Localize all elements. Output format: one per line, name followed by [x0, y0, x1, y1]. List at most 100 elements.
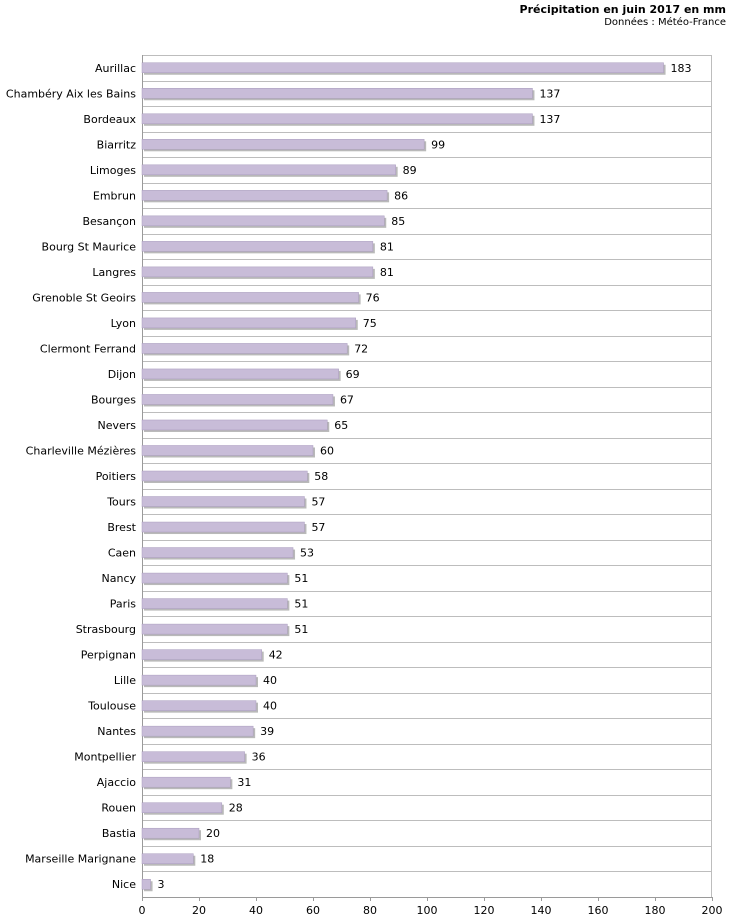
bar [141, 394, 334, 405]
category-label: Besançon [82, 215, 136, 228]
bar [141, 445, 314, 456]
category-label: Chambéry Aix les Bains [6, 87, 136, 100]
category-label: Montpellier [74, 751, 136, 764]
bar [141, 496, 305, 507]
data-label: 20 [206, 827, 220, 840]
data-label: 81 [380, 240, 394, 253]
category-label: Marseille Marignane [25, 853, 136, 866]
bar [141, 878, 151, 890]
bar [141, 547, 294, 558]
category-label: Tours [106, 496, 136, 509]
bar [141, 470, 308, 482]
category-label: Bastia [102, 827, 136, 840]
data-label: 67 [340, 393, 354, 406]
data-label: 85 [391, 215, 405, 228]
data-label: 36 [252, 751, 266, 764]
category-label: Grenoble St Geoirs [32, 291, 136, 304]
category-label: Lyon [111, 317, 136, 330]
bar [141, 802, 223, 813]
bar [141, 266, 374, 278]
category-label: Langres [92, 266, 136, 279]
data-label: 42 [269, 649, 283, 662]
bar [141, 343, 348, 354]
data-label: 51 [294, 598, 308, 611]
bar [141, 598, 288, 609]
category-label: Embrun [93, 189, 136, 202]
bar [141, 241, 374, 252]
x-tick-label: 140 [531, 904, 552, 917]
category-label: Perpignan [81, 649, 136, 662]
x-tick-label: 80 [363, 904, 377, 917]
bar [141, 853, 194, 864]
x-tick-label: 0 [139, 904, 146, 917]
category-label: Aurillac [95, 62, 136, 75]
bar [141, 521, 305, 533]
category-label: Nantes [97, 725, 136, 738]
x-tick-label: 120 [474, 904, 495, 917]
bar [141, 776, 231, 788]
data-label: 69 [346, 368, 360, 381]
category-label: Toulouse [87, 700, 136, 713]
data-label: 137 [539, 87, 560, 100]
x-tick-label: 100 [417, 904, 438, 917]
x-tick-label: 180 [645, 904, 666, 917]
bar [141, 368, 339, 380]
category-label: Clermont Ferrand [40, 342, 136, 355]
category-label: Nice [112, 878, 136, 891]
data-label: 53 [300, 547, 314, 560]
category-label: Ajaccio [97, 776, 136, 789]
category-label: Strasbourg [76, 623, 136, 636]
data-label: 40 [263, 674, 277, 687]
data-label: 89 [403, 164, 417, 177]
data-label: 183 [671, 62, 692, 75]
bar [141, 215, 385, 227]
category-label: Nevers [97, 419, 136, 432]
category-label: Rouen [101, 802, 136, 815]
bar [141, 674, 257, 686]
bar [141, 725, 254, 737]
category-label: Dijon [108, 368, 136, 381]
chart-title: Précipitation en juin 2017 en mm [519, 3, 726, 16]
bar [141, 700, 257, 711]
bar [141, 623, 288, 635]
x-tick-label: 20 [192, 904, 206, 917]
bar [141, 572, 288, 584]
category-label: Bordeaux [83, 113, 136, 126]
bar [141, 649, 262, 660]
data-label: 57 [311, 496, 325, 509]
bar [141, 292, 359, 303]
data-label: 137 [539, 113, 560, 126]
data-label: 75 [363, 317, 377, 330]
category-label: Bourg St Maurice [42, 240, 137, 253]
x-tick-label: 160 [588, 904, 609, 917]
data-label: 40 [263, 700, 277, 713]
x-tick-label: 200 [702, 904, 723, 917]
category-label: Biarritz [97, 138, 137, 151]
bar [141, 317, 356, 329]
data-label: 51 [294, 623, 308, 636]
bar [141, 164, 396, 176]
category-label: Poitiers [96, 470, 137, 483]
bar [141, 113, 533, 125]
data-label: 58 [314, 470, 328, 483]
category-label: Paris [110, 598, 136, 611]
category-label: Lille [114, 674, 136, 687]
data-label: 65 [334, 419, 348, 432]
chart-subtitle: Données : Météo-France [604, 17, 726, 28]
data-label: 28 [229, 802, 243, 815]
category-label: Caen [108, 547, 136, 560]
bar [141, 190, 388, 201]
bar [141, 139, 425, 150]
category-label: Charleville Mézières [26, 444, 137, 457]
category-label: Limoges [90, 164, 136, 177]
data-label: 31 [237, 776, 251, 789]
data-label: 39 [260, 725, 274, 738]
category-label: Nancy [102, 572, 137, 585]
category-label: Bourges [91, 393, 136, 406]
x-tick-label: 40 [249, 904, 263, 917]
data-label: 76 [366, 291, 380, 304]
data-label: 18 [200, 853, 214, 866]
bar [141, 751, 245, 762]
data-label: 60 [320, 444, 334, 457]
